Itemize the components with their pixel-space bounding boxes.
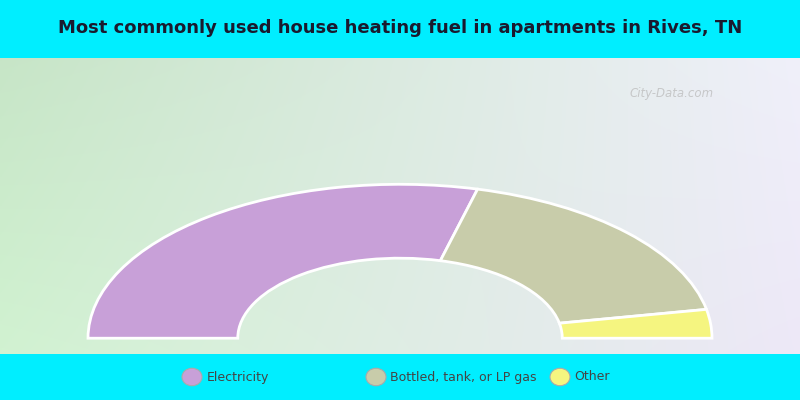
Ellipse shape <box>182 368 202 386</box>
Wedge shape <box>440 189 706 323</box>
Text: Other: Other <box>574 370 610 384</box>
Ellipse shape <box>366 368 386 386</box>
Ellipse shape <box>550 368 570 386</box>
Text: City-Data.com: City-Data.com <box>630 87 714 100</box>
Text: Bottled, tank, or LP gas: Bottled, tank, or LP gas <box>390 370 537 384</box>
Text: Electricity: Electricity <box>206 370 269 384</box>
Wedge shape <box>559 309 712 338</box>
Text: Most commonly used house heating fuel in apartments in Rives, TN: Most commonly used house heating fuel in… <box>58 19 742 37</box>
Wedge shape <box>88 184 478 338</box>
